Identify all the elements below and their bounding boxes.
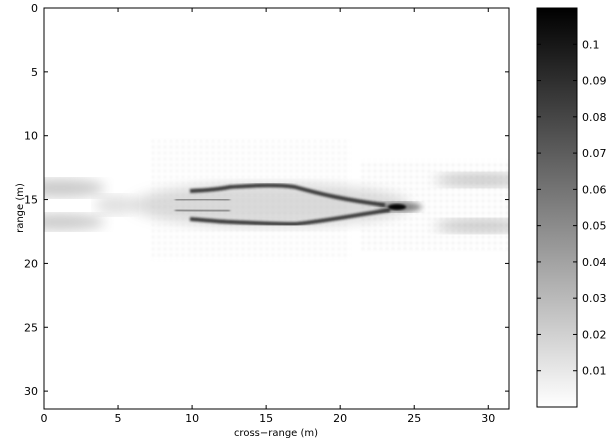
y-tick-label: 5: [31, 66, 38, 79]
inner-echo: [174, 198, 231, 202]
left-lobe-upper: [44, 179, 105, 197]
y-tick-label: 10: [24, 130, 38, 143]
colorbar-gradient: [537, 8, 577, 407]
colorbar-tick-label: 0.1: [582, 38, 600, 51]
colorbar-tick-label: 0.07: [582, 147, 607, 160]
lower-edge: [189, 208, 391, 227]
right-lobe-upper: [435, 173, 509, 187]
tip-spot: [388, 204, 406, 210]
y-axis-label: range (m): [15, 183, 26, 233]
colorbar-tick-label: 0.04: [582, 256, 607, 269]
x-tick-label: 20: [333, 412, 347, 425]
y-tick-label: 15: [24, 194, 38, 207]
x-tick-label: 25: [407, 412, 421, 425]
x-tick-label: 10: [185, 412, 199, 425]
y-tick-label: 30: [24, 385, 38, 398]
plot-frame: [43, 7, 510, 410]
colorbar-frame: [536, 7, 578, 408]
x-axis-label: cross−range (m): [234, 428, 318, 439]
x-tick-label: 5: [115, 412, 122, 425]
x-tick-label: 15: [259, 412, 273, 425]
x-tick-label: 0: [41, 412, 48, 425]
y-tick-label: 20: [24, 257, 38, 270]
x-axis-ticks: 0 5 10 15 20 25 30: [41, 8, 495, 425]
colorbar-tick-label: 0.06: [582, 183, 607, 196]
x-tick-label: 30: [481, 412, 495, 425]
y-tick-label: 0: [31, 2, 38, 15]
left-lobe-mid: [95, 195, 135, 215]
colorbar-tick-label: 0.08: [582, 111, 607, 124]
colorbar-tick-label: 0.03: [582, 292, 607, 305]
colorbar-tick-label: 0.05: [582, 220, 607, 233]
colorbar-ticks: 0.01 0.02 0.03 0.04 0.05 0.06 0.07 0.08 0.09 0.1: [537, 38, 607, 378]
inner-echo: [174, 208, 231, 213]
right-lobe-lower: [435, 219, 509, 233]
upper-edge: [189, 183, 386, 207]
y-axis-ticks: 0 5 10 15 20 25 30: [24, 2, 509, 398]
heatmap-image: [44, 140, 509, 260]
y-tick-label: 25: [24, 321, 38, 334]
body-haze: [130, 183, 410, 227]
colorbar-tick-label: 0.01: [582, 365, 607, 378]
colorbar-tick-label: 0.02: [582, 328, 607, 341]
colorbar-tick-label: 0.09: [582, 75, 607, 88]
left-lobe-lower: [44, 214, 105, 230]
